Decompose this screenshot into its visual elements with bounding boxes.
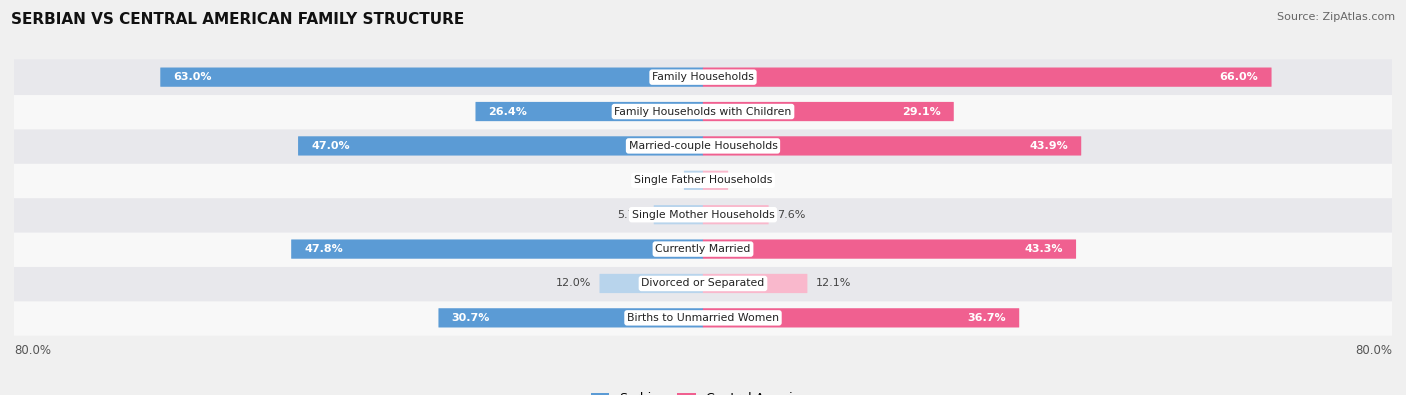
Text: Divorced or Separated: Divorced or Separated [641,278,765,288]
Text: Single Father Households: Single Father Households [634,175,772,185]
FancyBboxPatch shape [14,128,1392,164]
FancyBboxPatch shape [14,94,1392,130]
FancyBboxPatch shape [703,205,769,224]
FancyBboxPatch shape [14,197,1392,233]
Text: 66.0%: 66.0% [1220,72,1258,82]
FancyBboxPatch shape [599,274,703,293]
Text: 12.0%: 12.0% [555,278,591,288]
FancyBboxPatch shape [703,274,807,293]
Text: Family Households with Children: Family Households with Children [614,107,792,117]
Text: 43.9%: 43.9% [1029,141,1069,151]
Text: SERBIAN VS CENTRAL AMERICAN FAMILY STRUCTURE: SERBIAN VS CENTRAL AMERICAN FAMILY STRUC… [11,12,464,27]
Text: Source: ZipAtlas.com: Source: ZipAtlas.com [1277,12,1395,22]
FancyBboxPatch shape [654,205,703,224]
FancyBboxPatch shape [14,162,1392,198]
Text: 5.7%: 5.7% [617,210,645,220]
Text: 12.1%: 12.1% [815,278,851,288]
Text: 30.7%: 30.7% [451,313,489,323]
Text: 63.0%: 63.0% [173,72,212,82]
Text: Births to Unmarried Women: Births to Unmarried Women [627,313,779,323]
FancyBboxPatch shape [291,239,703,259]
Legend: Serbian, Central American: Serbian, Central American [586,387,820,395]
FancyBboxPatch shape [703,308,1019,327]
FancyBboxPatch shape [160,68,703,87]
FancyBboxPatch shape [14,231,1392,267]
Text: Family Households: Family Households [652,72,754,82]
FancyBboxPatch shape [14,300,1392,336]
Text: 26.4%: 26.4% [488,107,527,117]
FancyBboxPatch shape [298,136,703,156]
FancyBboxPatch shape [683,171,703,190]
Text: Single Mother Households: Single Mother Households [631,210,775,220]
Text: 36.7%: 36.7% [967,313,1007,323]
FancyBboxPatch shape [14,265,1392,301]
FancyBboxPatch shape [703,239,1076,259]
Text: 80.0%: 80.0% [14,344,51,357]
Text: 2.9%: 2.9% [737,175,765,185]
Text: Currently Married: Currently Married [655,244,751,254]
FancyBboxPatch shape [703,136,1081,156]
Text: 47.8%: 47.8% [304,244,343,254]
Text: Married-couple Households: Married-couple Households [628,141,778,151]
Text: 7.6%: 7.6% [778,210,806,220]
Text: 43.3%: 43.3% [1025,244,1063,254]
Text: 29.1%: 29.1% [901,107,941,117]
Text: 80.0%: 80.0% [1355,344,1392,357]
Text: 2.2%: 2.2% [647,175,675,185]
FancyBboxPatch shape [703,171,728,190]
FancyBboxPatch shape [475,102,703,121]
Text: 47.0%: 47.0% [311,141,350,151]
FancyBboxPatch shape [703,102,953,121]
FancyBboxPatch shape [439,308,703,327]
FancyBboxPatch shape [703,68,1271,87]
FancyBboxPatch shape [14,59,1392,95]
